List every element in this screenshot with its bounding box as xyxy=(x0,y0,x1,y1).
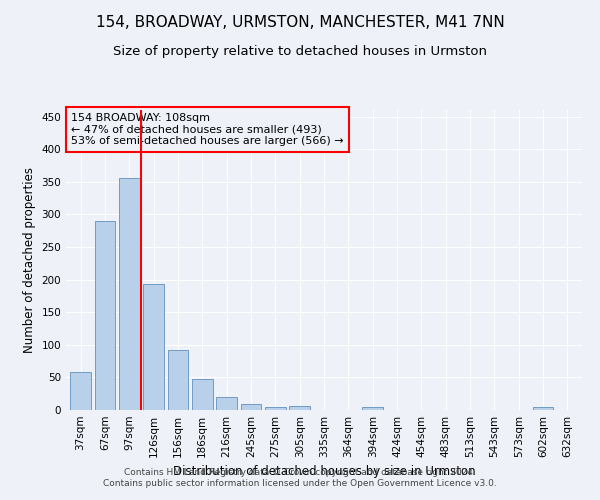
Bar xyxy=(362,406,383,410)
Bar xyxy=(241,404,262,410)
Text: 154, BROADWAY, URMSTON, MANCHESTER, M41 7NN: 154, BROADWAY, URMSTON, MANCHESTER, M41 … xyxy=(95,15,505,30)
Bar xyxy=(216,397,237,410)
Bar xyxy=(70,372,91,410)
Y-axis label: Number of detached properties: Number of detached properties xyxy=(23,167,36,353)
Text: Size of property relative to detached houses in Urmston: Size of property relative to detached ho… xyxy=(113,45,487,58)
Bar xyxy=(167,350,188,410)
Text: Contains HM Land Registry data © Crown copyright and database right 2024.
Contai: Contains HM Land Registry data © Crown c… xyxy=(103,468,497,487)
Bar xyxy=(119,178,140,410)
Bar xyxy=(143,284,164,410)
Bar xyxy=(265,406,286,410)
X-axis label: Distribution of detached houses by size in Urmston: Distribution of detached houses by size … xyxy=(173,466,475,478)
Bar xyxy=(289,406,310,410)
Bar xyxy=(192,380,212,410)
Bar xyxy=(95,221,115,410)
Text: 154 BROADWAY: 108sqm
← 47% of detached houses are smaller (493)
53% of semi-deta: 154 BROADWAY: 108sqm ← 47% of detached h… xyxy=(71,113,344,146)
Bar xyxy=(533,406,553,410)
